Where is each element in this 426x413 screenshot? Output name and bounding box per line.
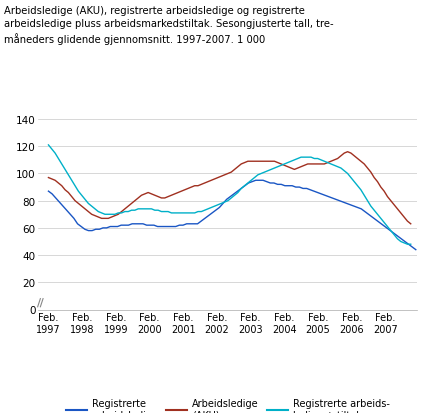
Text: Arbeidsledige (AKU), registrerte arbeidsledige og registrerte
arbeidsledige plus: Arbeidsledige (AKU), registrerte arbeids…	[4, 6, 334, 45]
Legend: Registrerte
arbeidsledige, Arbeidsledige
(AKU), Registrerte arbeids-
ledige + ti: Registrerte arbeidsledige, Arbeidsledige…	[62, 394, 394, 413]
